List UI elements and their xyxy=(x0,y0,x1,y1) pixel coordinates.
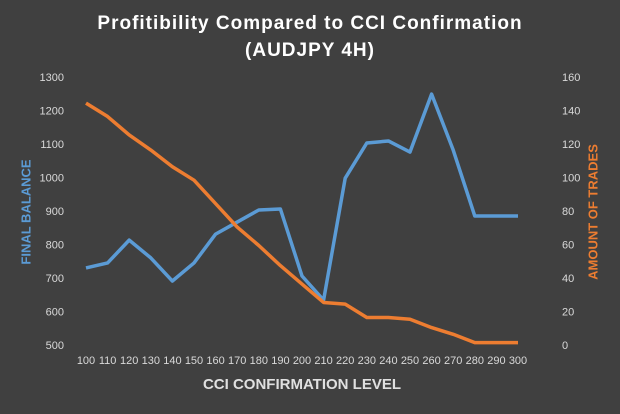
x-axis-label: CCI CONFIRMATION LEVEL xyxy=(203,376,401,393)
y-tick-label: 800 xyxy=(46,239,64,251)
y-tick-label: 1200 xyxy=(40,105,64,117)
y-tick-label: 1000 xyxy=(40,172,64,184)
x-tick-label: 260 xyxy=(422,355,440,367)
series-line xyxy=(85,92,518,302)
x-tick-label: 210 xyxy=(314,355,332,367)
y-tick-label: 700 xyxy=(46,273,64,285)
x-tick-label: 190 xyxy=(271,355,289,367)
y-tick-label: 900 xyxy=(46,206,64,218)
x-tick-label: 110 xyxy=(99,355,117,367)
y2-tick-label: 140 xyxy=(562,105,580,117)
y2-tick-label: 20 xyxy=(562,306,574,318)
y2-tick-label: 80 xyxy=(562,206,574,218)
x-tick-label: 140 xyxy=(163,355,181,367)
y2-axis-label: AMOUNT OF TRADES xyxy=(585,144,600,280)
y2-tick-label: 40 xyxy=(562,273,574,285)
x-tick-label: 220 xyxy=(336,355,354,367)
x-tick-label: 100 xyxy=(77,355,95,367)
y-tick-label: 600 xyxy=(46,306,64,318)
y-tick-label: 500 xyxy=(46,340,64,352)
chart-title: Profitibility Compared to CCI Confirmati… xyxy=(97,13,522,34)
x-tick-label: 120 xyxy=(120,355,138,367)
x-tick-label: 160 xyxy=(206,355,224,367)
x-tick-label: 270 xyxy=(444,355,462,367)
x-tick-label: 130 xyxy=(142,355,160,367)
y2-tick-label: 100 xyxy=(562,172,580,184)
y-tick-label: 1300 xyxy=(40,72,64,84)
y2-tick-label: 60 xyxy=(562,239,574,251)
x-tick-label: 250 xyxy=(401,355,419,367)
x-tick-label: 240 xyxy=(379,355,397,367)
x-tick-label: 230 xyxy=(358,355,376,367)
x-tick-label: 290 xyxy=(487,355,505,367)
x-tick-label: 280 xyxy=(466,355,484,367)
y2-tick-label: 160 xyxy=(562,72,580,84)
y-tick-label: 1100 xyxy=(40,139,64,151)
x-tick-label: 200 xyxy=(293,355,311,367)
series-line xyxy=(85,101,518,345)
y2-tick-label: 120 xyxy=(562,139,580,151)
y-axis-label: FINAL BALANCE xyxy=(18,159,33,265)
x-tick-label: 150 xyxy=(185,355,203,367)
x-tick-label: 300 xyxy=(509,355,527,367)
x-tick-label: 180 xyxy=(250,355,268,367)
x-tick-label: 170 xyxy=(228,355,246,367)
chart-subtitle: (AUDJPY 4H) xyxy=(245,40,375,61)
y2-tick-label: 0 xyxy=(562,340,568,352)
